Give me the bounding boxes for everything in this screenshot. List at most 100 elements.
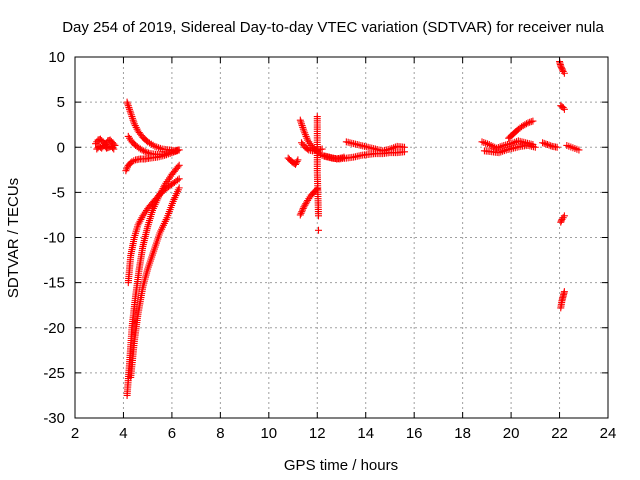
series-arc-m: [313, 113, 322, 220]
chart-title: Day 254 of 2019, Sidereal Day-to-day VTE…: [62, 19, 604, 36]
y-tick-label: -30: [43, 410, 65, 427]
data-point: [109, 144, 117, 152]
data-point: [560, 69, 568, 77]
data-point: [560, 288, 568, 296]
axis-ticks: 2 4 6 8 10 12 14 16 18 20 22 24-30-25-20-15-10-5051…: [43, 49, 616, 442]
series-arc-g: [124, 175, 183, 287]
data-point: [526, 118, 534, 126]
series-arc-y: [563, 141, 583, 154]
y-tick-label: 5: [57, 94, 65, 111]
series-arc-r: [480, 141, 539, 157]
data-point: [291, 160, 299, 168]
y-tick-label: 10: [48, 49, 65, 66]
series-arc-w: [557, 212, 568, 226]
data-point: [557, 217, 565, 225]
data-point: [174, 163, 182, 171]
data-point: [298, 206, 306, 214]
y-axis-label: SDTVAR / TECUs: [5, 178, 22, 298]
series-arc-j: [296, 116, 348, 163]
data-point: [140, 147, 148, 155]
data-point: [127, 111, 135, 119]
x-tick-label: 4: [119, 425, 127, 442]
series-arc-e: [122, 146, 182, 175]
series-arc-l: [298, 139, 326, 155]
x-tick-label: 20: [503, 425, 520, 442]
data-point: [522, 120, 530, 128]
series-arc-u: [556, 58, 568, 77]
series-arc-o: [321, 148, 408, 163]
x-tick-label: 6: [168, 425, 176, 442]
series-arc-x: [557, 288, 568, 312]
data-point: [127, 109, 135, 117]
data-point: [169, 148, 177, 156]
data-point: [542, 140, 550, 148]
data-point: [293, 157, 301, 165]
x-tick-label: 16: [406, 425, 423, 442]
data-point: [141, 148, 149, 156]
data-point: [174, 176, 182, 184]
x-tick-label: 14: [357, 425, 374, 442]
data-point: [296, 211, 304, 219]
data-point: [560, 212, 568, 220]
data-point: [175, 161, 183, 169]
data-point: [524, 119, 532, 127]
series-arc-f: [123, 161, 183, 399]
x-tick-label: 18: [454, 425, 471, 442]
data-point: [123, 98, 131, 106]
data-point: [299, 204, 307, 212]
data-point: [297, 118, 305, 126]
data-point: [175, 175, 183, 183]
data-point: [298, 208, 306, 216]
data-point: [297, 209, 305, 217]
x-tick-label: 12: [309, 425, 326, 442]
data-point: [531, 143, 539, 151]
data-point: [560, 105, 568, 113]
data-point: [547, 142, 555, 150]
series-arc-c: [123, 98, 181, 155]
data-points: [92, 58, 583, 399]
data-point: [294, 156, 302, 164]
data-point: [304, 145, 312, 153]
x-tick-label: 24: [600, 425, 617, 442]
data-point: [175, 184, 183, 192]
x-tick-label: 10: [260, 425, 277, 442]
x-tick-label: 8: [216, 425, 224, 442]
data-point: [174, 146, 182, 154]
data-point: [545, 141, 553, 149]
y-tick-label: -20: [43, 320, 65, 337]
y-tick-label: 0: [57, 139, 65, 156]
data-point: [172, 147, 180, 155]
series-arc-i: [284, 154, 302, 168]
data-point: [575, 146, 583, 154]
series-arc-s: [505, 117, 537, 142]
data-point: [168, 149, 176, 157]
data-point: [298, 120, 306, 128]
series-arc-h: [127, 184, 183, 381]
series-arc-a: [92, 135, 119, 149]
series-arc-p: [342, 138, 408, 155]
x-tick-label: 22: [551, 425, 568, 442]
x-tick-label: 2: [71, 425, 79, 442]
data-point: [314, 226, 322, 234]
series-arc-b: [93, 141, 118, 153]
data-point: [296, 116, 304, 124]
data-point: [124, 102, 132, 110]
data-point: [529, 117, 537, 125]
y-tick-label: -25: [43, 365, 65, 382]
data-point: [298, 122, 306, 130]
data-point: [126, 107, 134, 115]
data-point: [540, 139, 548, 147]
data-point: [110, 145, 118, 153]
grid-lines: [75, 57, 608, 418]
data-point: [129, 114, 137, 122]
data-point: [527, 118, 535, 126]
x-axis-label: GPS time / hours: [284, 457, 398, 474]
data-point: [553, 143, 561, 151]
data-point: [124, 100, 132, 108]
data-point: [143, 148, 151, 156]
data-point: [400, 143, 408, 151]
data-point: [128, 113, 136, 121]
series-arc-t: [539, 139, 561, 151]
data-point: [125, 104, 133, 112]
